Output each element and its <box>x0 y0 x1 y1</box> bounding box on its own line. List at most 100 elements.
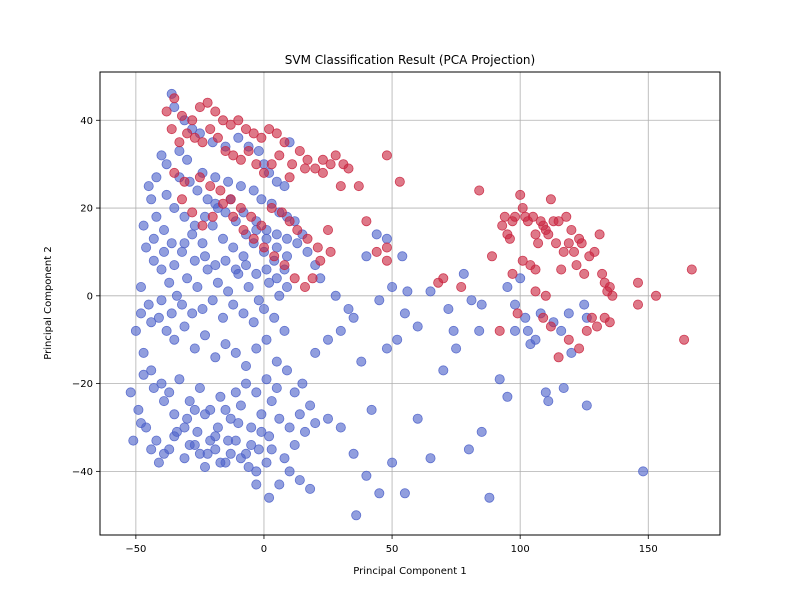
data-point-class_1 <box>574 343 585 354</box>
data-point-class_1 <box>187 207 198 218</box>
data-point-class_1 <box>302 233 313 244</box>
data-point-class_0 <box>251 387 262 398</box>
data-point-class_1 <box>569 246 580 257</box>
data-point-class_0 <box>243 281 254 292</box>
data-point-class_0 <box>274 290 285 301</box>
data-point-class_0 <box>264 277 275 288</box>
data-point-class_0 <box>228 242 239 253</box>
x-tick-label: 0 <box>261 544 267 555</box>
data-point-class_1 <box>553 352 564 363</box>
data-point-class_0 <box>579 299 590 310</box>
data-point-class_0 <box>366 404 377 415</box>
data-point-class_1 <box>589 246 600 257</box>
data-point-class_0 <box>248 317 259 328</box>
y-axis-label: Principal Component 2 <box>43 246 54 359</box>
data-point-class_0 <box>238 308 249 319</box>
y-axis-ticks: −40 −20 0 20 40 <box>72 116 100 478</box>
data-point-class_0 <box>253 145 264 156</box>
data-point-class_0 <box>399 308 410 319</box>
data-point-class_0 <box>294 475 305 486</box>
data-point-class_1 <box>197 220 208 231</box>
data-point-class_0 <box>182 154 193 165</box>
data-point-class_0 <box>210 172 221 183</box>
data-point-class_0 <box>476 299 487 310</box>
data-point-class_0 <box>261 233 272 244</box>
data-point-class_1 <box>225 194 236 205</box>
data-point-class_1 <box>279 260 290 271</box>
data-point-class_0 <box>169 334 180 345</box>
data-point-class_0 <box>305 400 316 411</box>
data-point-class_0 <box>458 268 469 279</box>
data-point-class_1 <box>302 154 313 165</box>
data-point-class_1 <box>322 224 333 235</box>
data-point-class_0 <box>335 422 346 433</box>
data-point-class_0 <box>164 387 175 398</box>
data-point-class_0 <box>556 325 567 336</box>
data-point-class_0 <box>330 290 341 301</box>
data-point-class_1 <box>361 216 372 227</box>
data-point-class_0 <box>261 264 272 275</box>
data-point-class_0 <box>281 365 292 376</box>
data-point-class_1 <box>330 150 341 161</box>
data-point-class_0 <box>138 369 149 380</box>
data-point-class_1 <box>225 119 236 130</box>
data-point-class_0 <box>174 374 185 385</box>
data-point-class_0 <box>230 387 241 398</box>
data-point-class_0 <box>164 444 175 455</box>
data-point-class_0 <box>520 312 531 323</box>
data-point-class_0 <box>230 347 241 358</box>
y-tick-label: −40 <box>72 467 93 478</box>
data-point-class_1 <box>176 194 187 205</box>
data-point-class_0 <box>228 299 239 310</box>
data-point-class_0 <box>581 400 592 411</box>
data-point-class_0 <box>251 268 262 279</box>
data-point-class_0 <box>543 396 554 407</box>
data-point-class_1 <box>264 124 275 135</box>
data-point-class_1 <box>317 154 328 165</box>
data-point-class_0 <box>199 251 210 262</box>
data-point-class_0 <box>322 334 333 345</box>
data-point-class_0 <box>210 352 221 363</box>
data-point-class_0 <box>146 317 157 328</box>
plot-frame <box>99 71 721 536</box>
data-point-class_1 <box>512 308 523 319</box>
data-point-class_1 <box>271 128 282 139</box>
data-point-class_0 <box>502 391 513 402</box>
data-point-class_1 <box>210 106 221 117</box>
data-point-class_0 <box>284 466 295 477</box>
data-point-class_1 <box>233 115 244 126</box>
data-point-class_1 <box>235 154 246 165</box>
data-point-class_1 <box>576 238 587 249</box>
data-point-class_0 <box>361 470 372 481</box>
data-point-class_0 <box>192 426 203 437</box>
data-point-class_1 <box>394 176 405 187</box>
data-point-class_0 <box>271 242 282 253</box>
data-point-class_1 <box>169 167 180 178</box>
data-point-class_0 <box>235 453 246 464</box>
data-point-class_1 <box>289 273 300 284</box>
data-point-class_0 <box>156 378 167 389</box>
data-point-class_0 <box>161 159 172 170</box>
data-point-class_0 <box>179 211 190 222</box>
data-point-class_1 <box>228 150 239 161</box>
data-point-class_0 <box>169 202 180 213</box>
data-point-class_0 <box>194 382 205 393</box>
data-point-class_1 <box>381 255 392 266</box>
data-point-class_1 <box>299 281 310 292</box>
data-point-class_1 <box>499 211 510 222</box>
x-tick-label: −50 <box>125 544 146 555</box>
data-point-class_1 <box>553 216 564 227</box>
data-point-class_1 <box>556 264 567 275</box>
data-point-class_1 <box>182 128 193 139</box>
data-point-class_1 <box>276 207 287 218</box>
data-point-class_1 <box>530 229 541 240</box>
data-point-class_1 <box>212 132 223 143</box>
data-point-class_0 <box>348 312 359 323</box>
data-point-class_0 <box>374 488 385 499</box>
data-point-class_0 <box>205 435 216 446</box>
data-point-class_0 <box>166 308 177 319</box>
data-point-class_1 <box>161 106 172 117</box>
chart-title: SVM Classification Result (PCA Projectio… <box>285 53 535 67</box>
data-point-class_1 <box>597 268 608 279</box>
